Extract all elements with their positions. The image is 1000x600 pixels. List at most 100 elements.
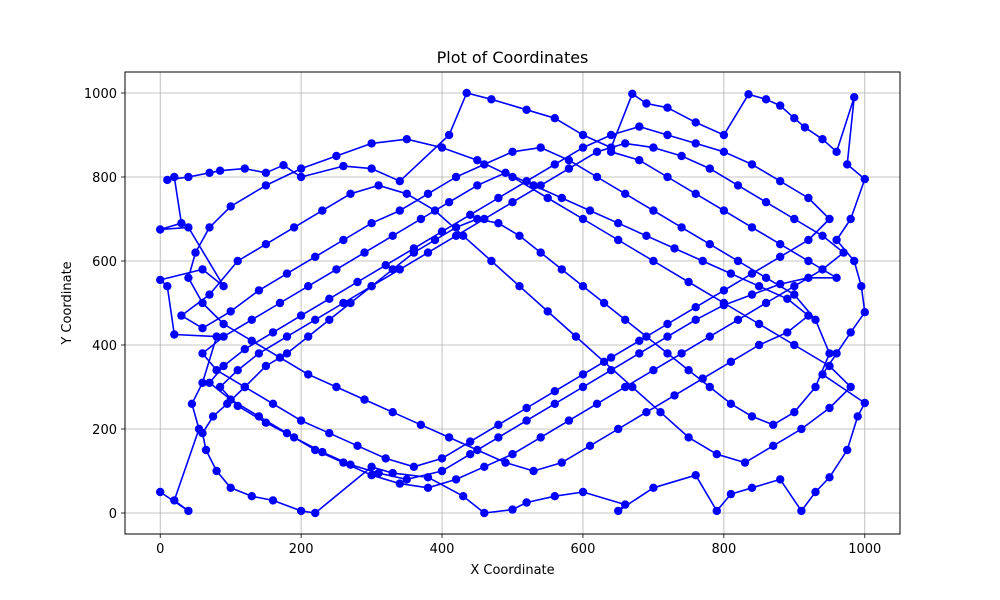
data-point bbox=[628, 89, 637, 99]
data-point bbox=[296, 311, 306, 320]
data-point bbox=[684, 277, 693, 287]
data-point bbox=[444, 130, 454, 140]
data-point bbox=[430, 206, 440, 215]
data-point bbox=[367, 219, 376, 228]
data-point bbox=[304, 370, 313, 379]
data-point bbox=[571, 332, 581, 341]
data-point bbox=[529, 181, 538, 190]
data-point bbox=[339, 235, 348, 245]
data-point bbox=[473, 181, 482, 190]
data-point bbox=[850, 256, 859, 266]
data-point bbox=[437, 454, 447, 463]
data-point bbox=[804, 235, 813, 245]
data-point bbox=[705, 240, 714, 249]
data-point bbox=[621, 139, 630, 148]
data-point bbox=[451, 172, 461, 182]
data-point bbox=[212, 366, 221, 375]
data-point bbox=[621, 382, 630, 392]
data-point bbox=[536, 143, 545, 152]
data-point bbox=[733, 256, 743, 266]
data-point bbox=[550, 387, 559, 396]
data-point bbox=[846, 214, 855, 224]
data-point bbox=[395, 479, 404, 488]
data-point bbox=[578, 382, 588, 392]
data-point bbox=[635, 156, 644, 165]
data-point bbox=[642, 99, 651, 108]
data-point bbox=[811, 487, 820, 497]
data-point bbox=[606, 147, 616, 156]
data-point bbox=[480, 462, 489, 471]
data-point bbox=[402, 475, 411, 484]
data-point bbox=[578, 370, 588, 379]
data-point bbox=[473, 214, 482, 224]
data-point bbox=[691, 189, 700, 198]
data-point bbox=[219, 282, 228, 291]
data-point bbox=[797, 424, 806, 434]
data-point bbox=[825, 349, 834, 358]
data-point bbox=[254, 412, 264, 421]
data-point bbox=[733, 181, 743, 190]
data-point bbox=[790, 290, 799, 299]
data-point bbox=[614, 424, 623, 434]
data-point bbox=[719, 206, 729, 215]
data-point bbox=[254, 349, 264, 358]
data-point bbox=[543, 307, 552, 316]
data-point bbox=[325, 294, 334, 303]
data-point bbox=[761, 273, 771, 282]
data-point bbox=[205, 168, 214, 177]
data-point bbox=[578, 143, 588, 152]
data-point bbox=[219, 319, 228, 329]
data-point bbox=[184, 506, 193, 516]
data-point bbox=[860, 398, 869, 408]
data-point bbox=[761, 95, 771, 104]
data-point bbox=[353, 441, 362, 450]
data-point bbox=[635, 336, 644, 345]
data-point bbox=[289, 223, 299, 232]
y-tick-label: 1000 bbox=[84, 87, 117, 102]
data-point bbox=[776, 240, 785, 249]
data-point bbox=[719, 147, 729, 156]
data-point bbox=[261, 168, 271, 177]
data-point bbox=[346, 298, 355, 308]
data-point bbox=[726, 399, 736, 408]
data-point bbox=[564, 416, 574, 425]
data-point bbox=[480, 508, 489, 518]
data-point bbox=[205, 290, 214, 299]
data-point bbox=[360, 395, 369, 404]
data-point bbox=[282, 269, 292, 278]
data-point bbox=[367, 471, 376, 480]
data-point bbox=[649, 483, 658, 492]
data-point bbox=[215, 382, 225, 392]
data-point bbox=[279, 161, 288, 170]
data-point bbox=[691, 315, 700, 324]
data-point bbox=[761, 298, 771, 308]
data-point bbox=[187, 399, 197, 408]
data-point bbox=[811, 382, 820, 392]
data-point bbox=[825, 473, 834, 482]
data-point bbox=[261, 361, 271, 371]
data-point bbox=[769, 441, 778, 450]
data-point bbox=[677, 349, 686, 358]
data-point bbox=[346, 189, 355, 198]
data-point bbox=[388, 408, 397, 417]
y-tick-label: 400 bbox=[92, 339, 117, 354]
data-point bbox=[578, 487, 588, 497]
data-point bbox=[423, 473, 433, 482]
data-point bbox=[508, 505, 517, 514]
data-point bbox=[451, 223, 461, 232]
data-point bbox=[339, 458, 348, 467]
data-point bbox=[642, 332, 651, 341]
data-point bbox=[726, 357, 736, 366]
data-point bbox=[790, 282, 799, 291]
data-point bbox=[311, 445, 320, 455]
data-point bbox=[832, 235, 841, 245]
data-point bbox=[198, 265, 207, 274]
data-point bbox=[212, 466, 221, 476]
data-point bbox=[494, 420, 503, 429]
data-point bbox=[783, 328, 792, 337]
data-point bbox=[156, 225, 165, 234]
x-tick-label: 600 bbox=[571, 542, 596, 557]
data-point bbox=[747, 223, 757, 232]
data-point bbox=[247, 336, 256, 345]
